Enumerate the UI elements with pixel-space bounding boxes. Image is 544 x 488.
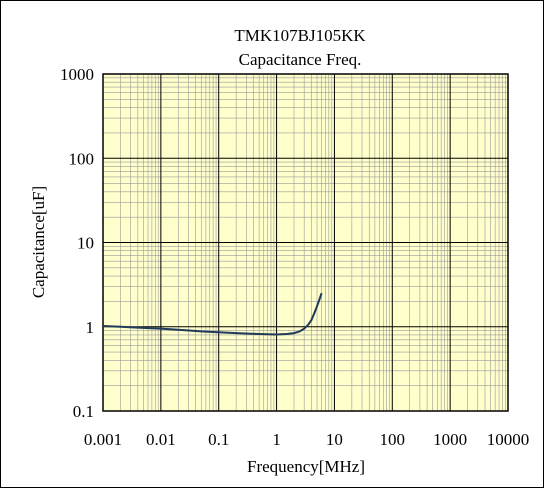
- x-axis-label: Frequency[MHz]: [247, 457, 365, 476]
- y-tick-label: 10: [77, 234, 94, 253]
- x-tick-label: 0.1: [208, 430, 229, 449]
- y-tick-label: 0.1: [73, 402, 94, 421]
- y-tick-label: 100: [69, 149, 95, 168]
- series-line-0: [102, 292, 323, 336]
- x-tick-label: 1000: [433, 430, 467, 449]
- x-tick-label: 100: [380, 430, 406, 449]
- x-tick-label: 0.001: [84, 430, 122, 449]
- y-axis-label: Capacitance[uF]: [29, 186, 48, 298]
- x-tick-labels: 0.001 0.01 0.1 1 10 100 1000 10000: [84, 430, 529, 449]
- x-tick-label: 1: [272, 430, 281, 449]
- chart-subtitle: Capacitance Freq.: [239, 50, 362, 69]
- series-layer: [102, 292, 323, 336]
- x-tick-label: 0.01: [146, 430, 176, 449]
- y-tick-labels: 0.1 1 10 100 1000: [60, 65, 94, 421]
- x-tick-label: 10000: [487, 430, 530, 449]
- chart-title: TMK107BJ105KK: [234, 26, 366, 45]
- y-tick-label: 1: [86, 318, 95, 337]
- plot-border: [102, 73, 509, 412]
- x-tick-label: 10: [326, 430, 343, 449]
- y-tick-label: 1000: [60, 65, 94, 84]
